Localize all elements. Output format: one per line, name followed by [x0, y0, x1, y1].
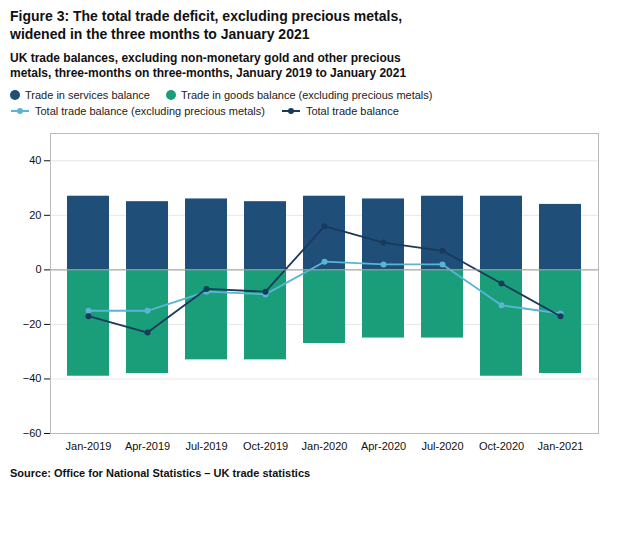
svg-text:Jul-2020: Jul-2020: [421, 440, 463, 452]
html-text:Figure 3: The total trade defi: Figure 3: The total trade deficit, exclu…: [10, 8, 403, 42]
html-text:Trade in goods balance (exclud: Trade in goods balance (excluding precio…: [180, 89, 433, 101]
svg-text:−60: −60: [23, 427, 42, 439]
svg-text:Apr-2020: Apr-2020: [361, 440, 406, 452]
html-text:Total trade balance (excluding: Total trade balance (excluding precious …: [35, 105, 265, 117]
html-text:UK trade balances, excluding n: UK trade balances, excluding non-monetar…: [10, 51, 407, 80]
svg-text:Jan-2019: Jan-2019: [66, 440, 112, 452]
svg-text:Oct-2020: Oct-2020: [479, 440, 524, 452]
svg-text:Jan-2021: Jan-2021: [538, 440, 584, 452]
svg-text:Oct-2019: Oct-2019: [243, 440, 288, 452]
svg-text:Jul-2019: Jul-2019: [185, 440, 227, 452]
svg-text:0: 0: [35, 263, 41, 275]
svg-text:Jan-2020: Jan-2020: [302, 440, 348, 452]
html-text:Total trade balance: Total trade balance: [305, 105, 399, 117]
html-text:Trade in services balance: Trade in services balance: [25, 89, 150, 101]
svg-text:20: 20: [29, 209, 41, 221]
svg-text:Apr-2019: Apr-2019: [125, 440, 170, 452]
svg-text:−20: −20: [23, 318, 42, 330]
svg-text:40: 40: [29, 154, 41, 166]
svg-text:−40: −40: [23, 372, 42, 384]
html-text:Source: Office for National St: Source: Office for National Statistics –…: [10, 467, 311, 479]
